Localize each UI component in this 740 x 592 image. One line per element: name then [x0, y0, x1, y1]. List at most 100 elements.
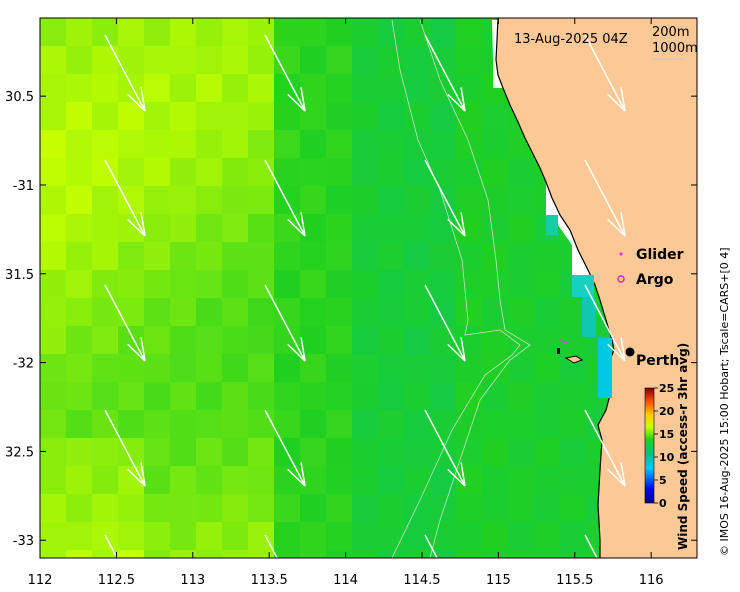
grid-cell — [40, 130, 67, 159]
grid-cell — [274, 410, 301, 439]
grid-cell — [92, 410, 119, 439]
y-tick-label: -32 — [13, 357, 34, 372]
x-tick-label: 112.5 — [98, 573, 135, 588]
grid-cell — [144, 298, 171, 327]
x-tick-label: 116 — [639, 573, 664, 588]
wind-arrow-shaft — [264, 409, 306, 487]
grid-cell — [274, 158, 301, 187]
grid-cell — [196, 242, 223, 271]
grid-cell — [222, 354, 249, 383]
wind-arrow-head — [140, 212, 146, 237]
grid-cell — [248, 550, 275, 558]
argo-marker — [617, 275, 625, 283]
argo-legend-label: Argo — [636, 272, 674, 288]
grid-cell — [326, 102, 353, 131]
grid-cell — [378, 438, 405, 467]
grid-cell — [170, 186, 197, 215]
wind-arrow-shaft — [104, 534, 118, 558]
grid-cell — [326, 382, 353, 411]
grid-cell — [144, 130, 171, 159]
y-tick-label: 30.5 — [5, 90, 34, 105]
grid-cell — [482, 466, 509, 495]
grid-cell — [560, 438, 587, 467]
grid-cell — [92, 270, 119, 299]
grid-cell — [118, 522, 145, 551]
grid-cell — [248, 102, 275, 131]
grid-cell — [170, 382, 197, 411]
grid-cell — [66, 242, 93, 271]
wind-arrow-head — [127, 218, 146, 237]
grid-cell — [300, 270, 327, 299]
grid-cell — [196, 438, 223, 467]
grid-cell — [222, 438, 249, 467]
grid-cell — [456, 270, 483, 299]
grid-cell — [430, 242, 457, 271]
grid-cell — [508, 242, 535, 271]
grid-cell — [560, 382, 587, 411]
grid-cell — [248, 466, 275, 495]
grid-cell — [326, 466, 353, 495]
wind-arrow-shaft — [104, 284, 146, 362]
grid-cell — [404, 270, 431, 299]
grid-cell — [300, 382, 327, 411]
grid-cell — [118, 382, 145, 411]
grid-cell — [196, 270, 223, 299]
grid-cell — [560, 522, 587, 551]
grid-cell — [40, 494, 67, 523]
wind-arrow-head — [287, 93, 306, 112]
grid-cell — [378, 382, 405, 411]
grid-cell — [248, 494, 275, 523]
grid-cell — [196, 130, 223, 159]
perth-marker — [625, 347, 635, 357]
grid-cell — [144, 242, 171, 271]
grid-cell — [456, 550, 483, 558]
grid-cell — [586, 550, 613, 558]
wind-arrow-head — [620, 212, 626, 237]
wind-arrow-head — [607, 468, 626, 487]
grid-cell — [352, 326, 379, 355]
grid-cell — [378, 214, 405, 243]
grid-cell — [352, 158, 379, 187]
grid-cell — [144, 158, 171, 187]
grid-cell — [66, 522, 93, 551]
grid-cell — [326, 522, 353, 551]
colorbar-tick-label: 25 — [659, 382, 674, 395]
grid-cell — [508, 270, 535, 299]
coastline — [495, 18, 615, 558]
wind-arrow-head — [300, 337, 306, 362]
grid-cell — [352, 130, 379, 159]
wind-arrow-head — [620, 337, 626, 362]
grid-cell — [196, 410, 223, 439]
grid-cell — [326, 270, 353, 299]
grid-cell — [222, 214, 249, 243]
grid-cell — [300, 410, 327, 439]
grid-cell — [378, 326, 405, 355]
grid-cell — [40, 326, 67, 355]
grid-cell — [430, 214, 457, 243]
grid-cell — [144, 214, 171, 243]
grid-cell — [404, 242, 431, 271]
grid-cell — [144, 410, 171, 439]
grid-cell — [170, 242, 197, 271]
grid-cell — [482, 186, 509, 215]
grid-cell — [430, 494, 457, 523]
grid-cell — [352, 270, 379, 299]
grid-cell — [326, 354, 353, 383]
grid-cell — [352, 494, 379, 523]
grid-cell — [144, 186, 171, 215]
grid-cell — [222, 46, 249, 75]
grid-cell — [378, 550, 405, 558]
wind-arrow-head — [301, 587, 305, 592]
colorbar-ticks: 0 5 10 15 20 25 — [654, 382, 675, 510]
grid-cell — [300, 18, 327, 47]
grid-cell — [92, 382, 119, 411]
grid-cell — [326, 130, 353, 159]
grid-cell — [66, 438, 93, 467]
grid-cell — [118, 354, 145, 383]
grid-cell — [66, 214, 93, 243]
grid-cell — [118, 494, 145, 523]
x-tick-label: 115 — [486, 573, 511, 588]
grid-cell — [66, 18, 93, 47]
grid-cell — [40, 214, 67, 243]
grid-cell — [430, 410, 457, 439]
